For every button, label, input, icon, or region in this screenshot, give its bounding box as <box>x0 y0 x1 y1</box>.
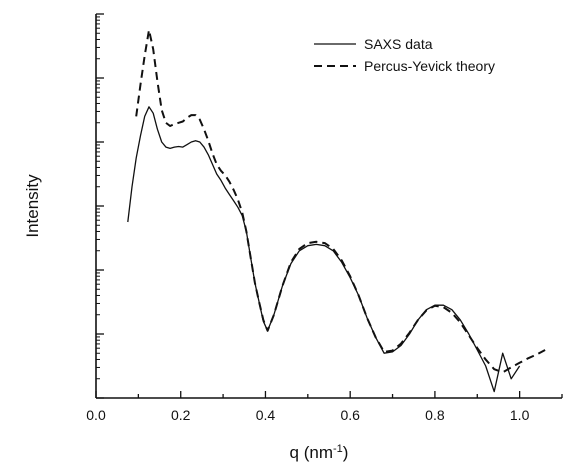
x-axis-ticks: 0.0 0.2 0.4 0.6 0.8 1.0 <box>86 391 563 423</box>
x-axis-label-close: ) <box>343 443 349 462</box>
x-tick-label: 0.6 <box>340 407 360 423</box>
series-layer <box>127 29 546 393</box>
x-tick-label: 1.0 <box>510 407 530 423</box>
y-axis-ticks <box>96 13 104 399</box>
series-line-percus-yevick <box>135 29 546 374</box>
legend-label-saxs: SAXS data <box>364 36 433 52</box>
legend-label-percus-yevick: Percus-Yevick theory <box>364 58 495 74</box>
series-line-saxs <box>127 106 521 393</box>
x-axis-label: q (nm-1) <box>290 443 349 462</box>
x-axis-label-main: q (nm <box>290 443 333 462</box>
y-axis-label: Intensity <box>23 174 42 238</box>
x-tick-label: 0.2 <box>171 407 191 423</box>
x-tick-label: 0.0 <box>86 407 106 423</box>
legend: SAXS data Percus-Yevick theory <box>314 36 495 74</box>
x-tick-label: 0.8 <box>425 407 445 423</box>
x-tick-label: 0.4 <box>256 407 276 423</box>
x-axis-label-superscript: -1 <box>333 443 343 455</box>
